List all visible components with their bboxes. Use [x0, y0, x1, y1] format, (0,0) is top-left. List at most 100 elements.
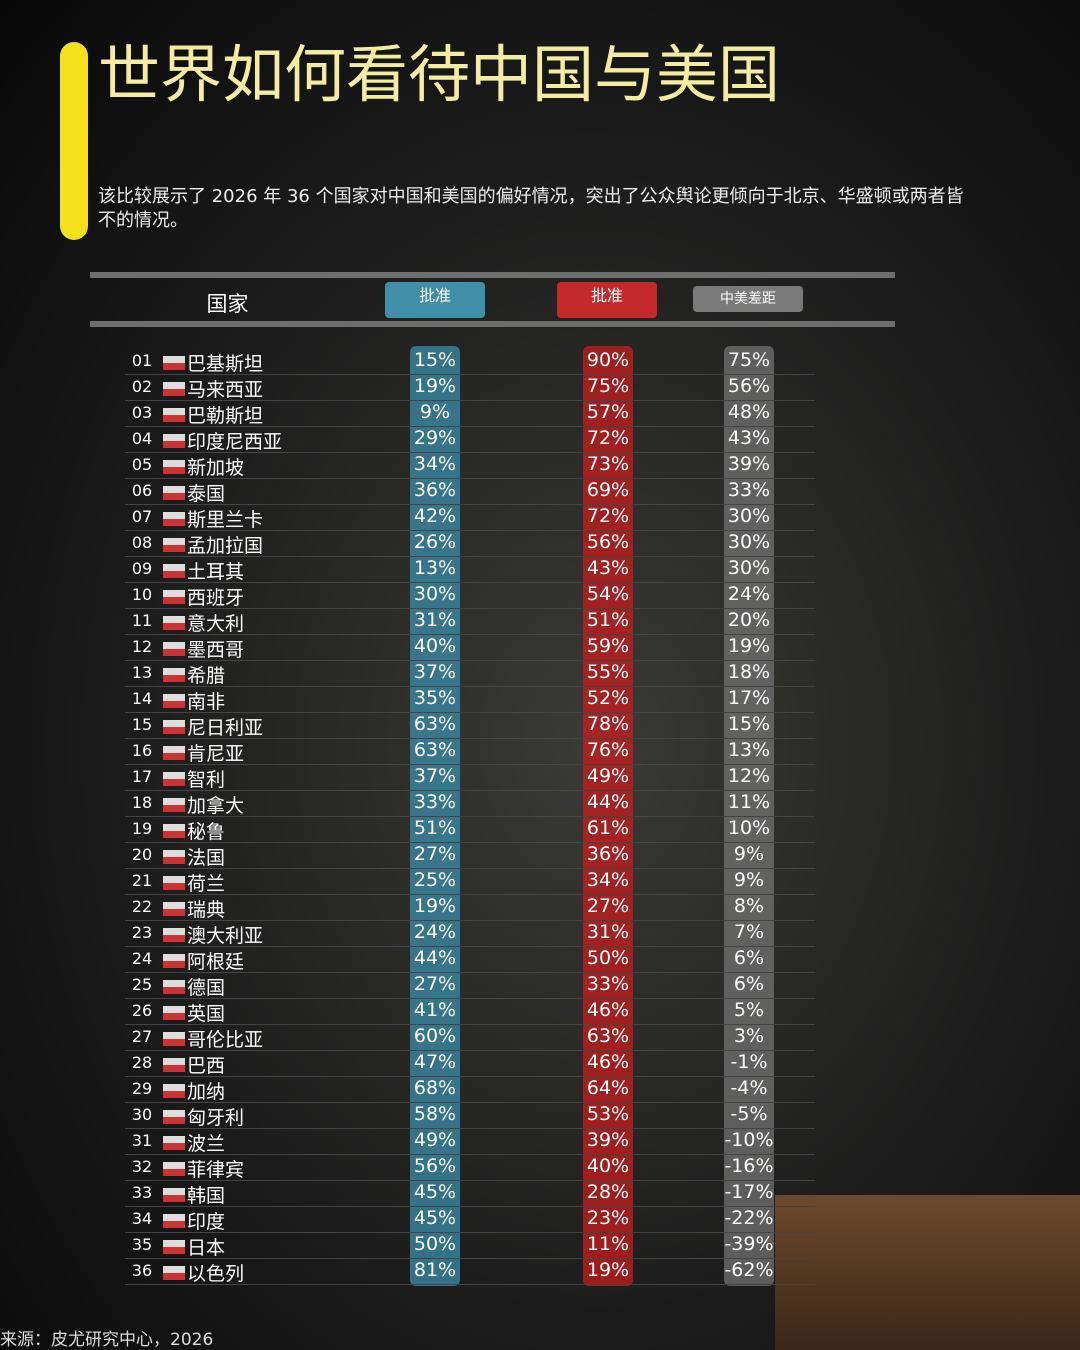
subtitle: 该比较展示了 2026 年 36 个国家对中国和美国的偏好情况，突出了公众舆论更…: [98, 186, 964, 231]
row-number: 24: [131, 949, 153, 968]
gap: 7%: [733, 921, 765, 943]
china-approval: 73%: [586, 453, 630, 475]
us-approval: 45%: [413, 1181, 457, 1203]
decor-image: [775, 1195, 1080, 1350]
country: 秘鲁: [187, 821, 226, 843]
china-approval: 64%: [586, 1077, 630, 1099]
row-number: 27: [131, 1027, 153, 1046]
country: 巴勒斯坦: [187, 405, 264, 427]
gap: 11%: [727, 791, 771, 813]
country: 泰国: [187, 483, 226, 505]
row-separator: [125, 1232, 815, 1233]
row-separator: [125, 634, 815, 635]
flag-icon: [163, 1058, 185, 1072]
row-separator: [125, 712, 815, 713]
china-approval: 76%: [586, 739, 630, 761]
flag-icon: [163, 798, 185, 812]
flag-icon: [163, 642, 185, 656]
row-separator: [125, 972, 815, 973]
china-approval: 50%: [586, 947, 630, 969]
row-number: 11: [131, 611, 153, 630]
country: 日本: [187, 1237, 226, 1259]
china-approval: 49%: [586, 765, 630, 787]
row-separator: [125, 374, 815, 375]
gap: 56%: [727, 375, 771, 397]
china-approval: 43%: [586, 557, 630, 579]
china-approval: 54%: [586, 583, 630, 605]
country: 意大利: [187, 613, 245, 635]
gap: 30%: [727, 531, 771, 553]
row-number: 12: [131, 637, 153, 656]
gap: -1%: [730, 1051, 768, 1073]
gap: 75%: [727, 349, 771, 371]
country: 以色列: [187, 1263, 245, 1285]
row-separator: [125, 790, 815, 791]
flag-icon: [163, 1084, 185, 1098]
row-separator: [125, 1128, 815, 1129]
flag-icon: [163, 772, 185, 786]
flag-icon: [163, 1188, 185, 1202]
flag-icon: [163, 486, 185, 500]
row-number: 26: [131, 1001, 153, 1020]
us-approval: 41%: [413, 999, 457, 1021]
row-number: 22: [131, 897, 153, 916]
gap: 39%: [727, 453, 771, 475]
row-number: 19: [131, 819, 153, 838]
row-separator: [125, 1258, 815, 1259]
column-label: 批准: [590, 286, 623, 305]
row-number: 18: [131, 793, 153, 812]
us-approval: 34%: [413, 453, 457, 475]
country: 印度: [187, 1211, 226, 1233]
us-approval: 49%: [413, 1129, 457, 1151]
row-separator: [125, 556, 815, 557]
country: 智利: [187, 769, 226, 791]
row-separator: [125, 1284, 815, 1285]
china-approval: 33%: [586, 973, 630, 995]
row-number: 10: [131, 585, 153, 604]
flag-icon: [163, 356, 185, 370]
flag-icon: [163, 902, 185, 916]
us-approval: 13%: [413, 557, 457, 579]
row-separator: [125, 816, 815, 817]
flag-icon: [163, 928, 185, 942]
row-separator: [125, 582, 815, 583]
flag-icon: [163, 1266, 185, 1280]
row-separator: [125, 1102, 815, 1103]
column-header: 批准: [557, 282, 657, 318]
china-approval: 46%: [586, 999, 630, 1021]
flag-icon: [163, 954, 185, 968]
row-number: 20: [131, 845, 153, 864]
country: 南非: [187, 691, 226, 713]
us-approval: 42%: [413, 505, 457, 527]
title: 世界如何看待中国与美国: [98, 38, 781, 111]
row-separator: [125, 452, 815, 453]
gap: 17%: [727, 687, 771, 709]
country: 土耳其: [187, 561, 245, 583]
gap: 30%: [727, 505, 771, 527]
flag-icon: [163, 1214, 185, 1228]
country: 英国: [187, 1003, 226, 1025]
row-separator: [125, 504, 815, 505]
row-number: 36: [131, 1261, 153, 1280]
flag-icon: [163, 408, 185, 422]
gap: 33%: [727, 479, 771, 501]
china-approval: 36%: [586, 843, 630, 865]
china-approval: 11%: [586, 1233, 630, 1255]
country: 澳大利亚: [187, 925, 264, 947]
country: 波兰: [187, 1133, 226, 1155]
china-approval: 19%: [586, 1259, 630, 1281]
country: 荷兰: [187, 873, 226, 895]
gap: 6%: [733, 973, 765, 995]
us-approval: 60%: [413, 1025, 457, 1047]
flag-icon: [163, 1240, 185, 1254]
source: 来源：皮尤研究中心，2026: [0, 1330, 214, 1350]
us-approval: 24%: [413, 921, 457, 943]
us-approval: 25%: [413, 869, 457, 891]
gap: 24%: [727, 583, 771, 605]
country: 西班牙: [187, 587, 245, 609]
us-approval: 37%: [413, 661, 457, 683]
row-separator: [125, 660, 815, 661]
us-approval: 50%: [413, 1233, 457, 1255]
row-number: 30: [131, 1105, 153, 1124]
